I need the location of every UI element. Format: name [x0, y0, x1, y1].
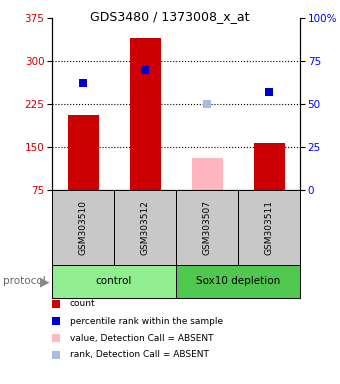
Text: value, Detection Call = ABSENT: value, Detection Call = ABSENT [70, 333, 214, 343]
Bar [52, 265, 176, 298]
Bar [176, 265, 300, 298]
Bar [254, 143, 285, 190]
Bar [130, 38, 160, 190]
Text: GSM303510: GSM303510 [79, 200, 87, 255]
Bar [68, 116, 99, 190]
Text: GSM303512: GSM303512 [140, 200, 150, 255]
Text: control: control [96, 276, 132, 286]
Bar [176, 190, 238, 265]
Bar [238, 190, 300, 265]
Bar [191, 159, 222, 190]
Text: count: count [70, 300, 96, 308]
Text: GSM303511: GSM303511 [265, 200, 273, 255]
Text: GDS3480 / 1373008_x_at: GDS3480 / 1373008_x_at [90, 10, 250, 23]
Text: protocol: protocol [3, 276, 46, 286]
Text: ▶: ▶ [40, 275, 50, 288]
Text: percentile rank within the sample: percentile rank within the sample [70, 316, 223, 326]
Text: Sox10 depletion: Sox10 depletion [196, 276, 280, 286]
Text: GSM303507: GSM303507 [203, 200, 211, 255]
Bar [52, 190, 114, 265]
Text: rank, Detection Call = ABSENT: rank, Detection Call = ABSENT [70, 351, 209, 359]
Bar [114, 190, 176, 265]
